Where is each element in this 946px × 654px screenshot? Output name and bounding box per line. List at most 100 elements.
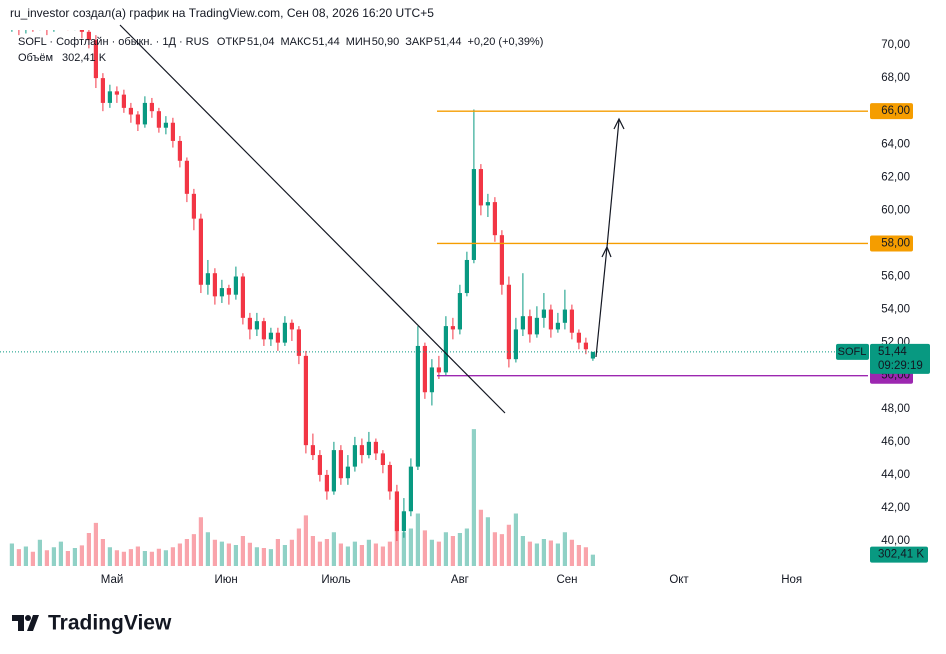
candle-body — [387, 464, 392, 492]
arrow-head — [613, 117, 625, 130]
volume-bar — [177, 543, 182, 566]
volume-bar — [569, 539, 574, 566]
candle-body — [548, 309, 553, 330]
candle-body — [478, 169, 483, 206]
volume-bar — [485, 517, 490, 566]
footer-logo: TradingView — [12, 612, 172, 635]
candle-body — [373, 441, 378, 454]
candle-body — [471, 169, 476, 260]
volume-bar — [142, 551, 147, 566]
volume-bar — [401, 532, 406, 566]
volume-bar — [30, 551, 35, 566]
candle-body — [254, 321, 259, 330]
candle-body — [240, 276, 245, 318]
candle-body — [464, 259, 469, 294]
candle-body — [590, 351, 595, 359]
volume-bar — [79, 545, 84, 566]
candle-body — [275, 332, 280, 343]
candle-body — [100, 78, 105, 103]
candle-body — [324, 474, 329, 492]
volume-bar — [450, 536, 455, 566]
volume-bar — [555, 543, 560, 566]
volume-bar — [366, 539, 371, 566]
volume-bar — [513, 513, 518, 566]
volume-tag — [870, 546, 928, 563]
ohlc-label: ОТКР — [217, 36, 246, 48]
y-tick-label: 40,00 — [881, 535, 910, 547]
volume-bar — [408, 528, 413, 566]
volume-bar — [387, 541, 392, 566]
volume-bar — [184, 539, 189, 566]
volume-bar — [275, 539, 280, 566]
volume-bar — [583, 547, 588, 566]
volume-bar — [219, 541, 224, 566]
volume-bar — [121, 551, 126, 566]
price-change: +0,20 (+0,39%) — [468, 36, 544, 48]
y-tick-label: 64,00 — [881, 138, 910, 150]
volume-bar — [93, 522, 98, 566]
candle-body — [520, 316, 525, 330]
candle-body — [156, 111, 161, 128]
candle-body — [331, 450, 336, 492]
volume-bar — [100, 539, 105, 566]
volume-bar — [527, 541, 532, 566]
x-tick-label: Ноя — [781, 574, 802, 586]
candle-body — [184, 160, 189, 194]
candle-body — [268, 332, 273, 340]
volume-bar — [310, 536, 315, 566]
volume-bar — [562, 532, 567, 566]
volume-bar — [394, 521, 399, 566]
candle-body — [408, 466, 413, 512]
price-axis: 40,0042,0044,0046,0048,0050,0052,0054,00… — [101, 39, 930, 586]
candle-body — [282, 322, 287, 343]
level-tag-label: 58,00 — [881, 237, 910, 249]
candle-body — [128, 107, 133, 115]
volume-bar — [135, 546, 140, 566]
x-tick-label: Июн — [214, 574, 237, 586]
volume-bar — [289, 539, 294, 566]
y-tick-label: 68,00 — [881, 72, 910, 84]
candle-body — [583, 342, 588, 350]
logo-dot — [25, 615, 31, 621]
candle-body — [135, 114, 140, 125]
volume-bar — [352, 541, 357, 566]
price-tag-label: 51,44 — [878, 346, 907, 358]
candle-body — [443, 326, 448, 373]
y-tick-label: 46,00 — [881, 436, 910, 448]
candle-body — [569, 309, 574, 333]
volume-bar — [86, 533, 91, 566]
volume-bar — [492, 532, 497, 566]
volume-bar — [65, 551, 70, 566]
plot-area — [0, 30, 868, 566]
candle-body — [506, 284, 511, 360]
x-tick-label: Июль — [321, 574, 350, 586]
candle-body — [415, 345, 420, 467]
candle-body — [114, 91, 119, 95]
volume-bar — [107, 547, 112, 566]
candle-body — [289, 322, 294, 330]
candle-body — [534, 317, 539, 335]
ohlc-label: МИН — [346, 36, 371, 48]
brand: TradingView — [48, 612, 172, 635]
y-tick-label: 56,00 — [881, 271, 910, 283]
candle-body — [499, 235, 504, 285]
volume-bar — [170, 547, 175, 566]
volume-bar — [317, 541, 322, 566]
candle-body — [394, 491, 399, 532]
volume-bar — [373, 543, 378, 566]
legend: SOFL · Софтлайн · обыкн. · 1Д · RUS ОТКР 5… — [18, 36, 543, 64]
symbol-tag — [836, 343, 869, 360]
volume-tag-label: 302,41 K — [878, 549, 924, 561]
volume-bar — [72, 548, 77, 566]
volume-bar — [282, 545, 287, 566]
volume-bar — [240, 536, 245, 566]
logo-mark — [12, 615, 39, 631]
volume-bar — [345, 546, 350, 566]
candle-body — [436, 367, 441, 373]
candle-body — [310, 445, 315, 456]
volume-bar — [233, 545, 238, 566]
volume-bar — [331, 532, 336, 566]
countdown-label: 09:29:19 — [878, 360, 923, 372]
